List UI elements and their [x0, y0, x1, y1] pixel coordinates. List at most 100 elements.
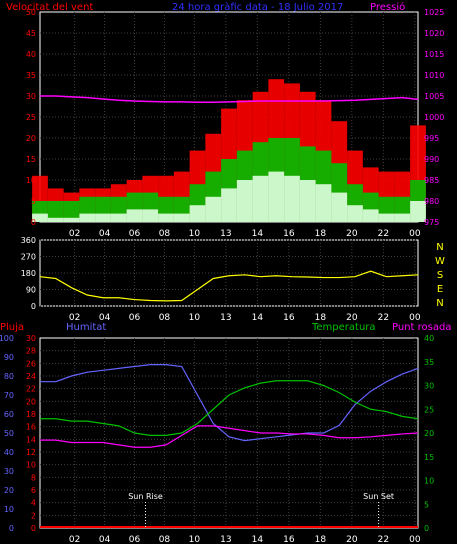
- x-tick-label: 02: [69, 535, 80, 544]
- avg_wind-bar: [63, 201, 80, 222]
- wind-speed-title: Velocitat del vent: [6, 2, 93, 13]
- x-tick-label: 08: [159, 535, 171, 544]
- grid-lines: [40, 12, 418, 528]
- pressure-title: Pressió: [370, 1, 405, 13]
- humidity-tick-label: 0: [9, 524, 14, 533]
- min_wind-bar: [205, 196, 222, 222]
- x-tick-label: 14: [252, 535, 264, 544]
- x-tick-label: 08: [159, 313, 171, 323]
- x-tick-label: 06: [129, 313, 141, 323]
- wind-speed-tick-label: 50: [26, 8, 36, 17]
- x-tick-label: 13: [220, 313, 231, 323]
- temperature-tick-label: 40: [424, 334, 434, 343]
- x-tick-label: 00: [409, 535, 421, 544]
- pressure-tick-label: 990: [424, 155, 439, 164]
- humidity-tick-label: 30: [4, 467, 14, 476]
- x-tick-label: 22: [378, 229, 389, 239]
- min_wind-bar: [299, 180, 316, 222]
- humidity-tick-label: 80: [4, 372, 14, 381]
- rain-tick-label: 4: [31, 499, 36, 508]
- temperature-tick-label: 20: [424, 429, 434, 438]
- rain-tick-label: 30: [26, 334, 36, 343]
- x-tick-label: 04: [99, 313, 111, 323]
- direction-line: [39, 270, 419, 302]
- temperature-tick-label: 10: [424, 477, 434, 486]
- x-tick-label: 18: [315, 313, 327, 323]
- wind-speed-tick-label: 35: [26, 71, 36, 80]
- wind-speed-tick-label: 5: [31, 197, 36, 206]
- climate-panel-frame: [39, 337, 419, 529]
- rain-tick-label: 14: [26, 435, 36, 444]
- min_wind-bar: [252, 175, 269, 222]
- humidity-tick-label: 90: [4, 353, 14, 362]
- x-tick-label: 20: [346, 229, 358, 239]
- x-tick-label: 20: [346, 313, 358, 323]
- x-tick-label: 00: [409, 313, 421, 323]
- humidity-line: [40, 364, 419, 442]
- x-tick-label: 14: [252, 313, 264, 323]
- min_wind-bar: [362, 209, 379, 222]
- direction-tick-label: 90: [26, 286, 36, 295]
- chart-date-title: 24 hora gràfic data - 18 Julio 2017: [172, 1, 343, 13]
- direction-tick-label: 0: [31, 302, 36, 311]
- min_wind-bar: [158, 213, 174, 222]
- wind-speed-tick-label: 40: [26, 50, 36, 59]
- dewpoint-line: [40, 425, 419, 448]
- min_wind-bar: [173, 213, 190, 222]
- pressure-tick-label: 1010: [424, 71, 444, 80]
- min_wind-bar: [221, 188, 237, 222]
- rain-tick-label: 22: [26, 385, 36, 394]
- wind-speed-tick-label: 20: [26, 134, 36, 143]
- x-tick-label: 22: [378, 535, 389, 544]
- compass-label: E: [437, 284, 443, 295]
- temperature-tick-label: 0: [424, 524, 429, 533]
- compass-label: N: [436, 298, 443, 309]
- compass-label: S: [437, 270, 443, 281]
- rain-tick-label: 8: [31, 473, 36, 482]
- chart-series: [32, 79, 426, 528]
- rain-label: Pluja: [0, 322, 24, 333]
- x-tick-label: 02: [69, 313, 80, 323]
- pressure-tick-label: 1000: [424, 113, 444, 122]
- min_wind-bar: [47, 217, 64, 222]
- min_wind-bar: [378, 213, 395, 222]
- humidity-tick-label: 60: [4, 410, 14, 419]
- x-tick-label: 00: [409, 229, 421, 239]
- x-tick-label: 10: [189, 229, 201, 239]
- dewpoint-label: Punt rosada: [392, 322, 451, 333]
- min_wind-bar: [95, 213, 111, 222]
- temperature-tick-label: 30: [424, 382, 434, 391]
- pressure-line: [40, 95, 419, 104]
- humidity-tick-label: 10: [4, 505, 14, 514]
- x-tick-label: 18: [315, 229, 327, 239]
- min_wind-bar: [32, 213, 48, 222]
- rain-tick-label: 18: [26, 410, 36, 419]
- pressure-tick-label: 1005: [424, 92, 444, 101]
- rain-tick-label: 2: [31, 511, 36, 520]
- temperature-tick-label: 5: [424, 500, 429, 509]
- wind-speed-tick-label: 0: [31, 218, 36, 227]
- humidity-tick-label: 40: [4, 448, 14, 457]
- temperature-tick-label: 15: [424, 453, 434, 462]
- min_wind-bar: [394, 213, 411, 222]
- pressure-tick-label: 1025: [424, 8, 444, 17]
- x-tick-label: 20: [346, 535, 358, 544]
- x-tick-label: 16: [283, 313, 295, 323]
- min_wind-bar: [79, 213, 96, 222]
- wind-speed-tick-label: 30: [26, 92, 36, 101]
- rain-tick-label: 10: [26, 461, 36, 470]
- rain-tick-label: 6: [31, 486, 36, 495]
- temperature-tick-label: 35: [424, 358, 434, 367]
- avg_wind-bar: [47, 201, 64, 222]
- x-tick-label: 10: [189, 535, 201, 544]
- direction-tick-label: 360: [21, 236, 36, 245]
- x-tick-label: 22: [378, 313, 389, 323]
- x-tick-label: 06: [129, 535, 141, 544]
- x-tick-label: 08: [159, 229, 171, 239]
- humidity-tick-label: 70: [4, 391, 14, 400]
- wind-speed-tick-label: 10: [26, 176, 36, 185]
- wind-speed-tick-label: 15: [26, 155, 36, 164]
- humidity-label: Humitat: [66, 322, 106, 333]
- compass-label: W: [435, 256, 445, 267]
- min_wind-bar: [315, 184, 332, 222]
